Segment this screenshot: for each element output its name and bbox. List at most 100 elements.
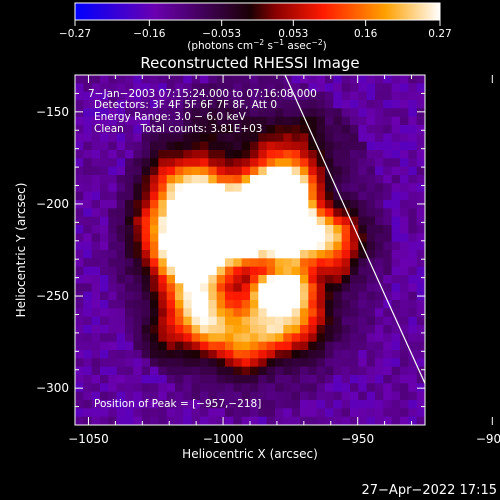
heatmap-cell — [341, 358, 351, 368]
heatmap-cell — [308, 366, 318, 376]
heatmap-cell — [283, 225, 293, 234]
heatmap-cell — [175, 308, 184, 318]
heatmap-cell — [141, 308, 151, 318]
heatmap-cell — [141, 141, 151, 151]
heatmap-cell — [241, 200, 251, 209]
heatmap-cell — [275, 233, 284, 243]
x-tick-label: −1000 — [203, 432, 244, 446]
heatmap-cell — [108, 75, 118, 84]
heatmap-cell — [133, 366, 143, 376]
heatmap-cell — [316, 233, 326, 243]
heatmap-cell — [83, 291, 93, 301]
heatmap-cell — [275, 375, 284, 384]
heatmap-cell — [258, 216, 268, 226]
heatmap-cell — [291, 341, 301, 351]
heatmap-cell — [133, 300, 143, 309]
heatmap-cell — [250, 408, 259, 418]
heatmap-cell — [308, 175, 318, 184]
heatmap-cell — [341, 283, 351, 293]
heatmap-cell — [250, 241, 259, 251]
heatmap-cell — [358, 350, 368, 359]
heatmap-cell — [100, 400, 109, 409]
heatmap-cell — [375, 116, 384, 126]
heatmap-cell — [75, 275, 84, 284]
heatmap-cell — [291, 200, 301, 209]
heatmap-cell — [366, 258, 376, 268]
heatmap-cell — [141, 91, 151, 101]
heatmap-cell — [400, 400, 409, 409]
heatmap-cell — [291, 250, 301, 259]
heatmap-cell — [116, 250, 126, 259]
heatmap-cell — [75, 158, 84, 168]
heatmap-cell — [283, 283, 293, 293]
heatmap-cell — [375, 175, 384, 184]
heatmap-cell — [333, 358, 343, 368]
heatmap-cell — [400, 75, 409, 84]
heatmap-cell — [291, 291, 301, 301]
heatmap-cell — [266, 175, 276, 184]
heatmap-cell — [241, 233, 251, 243]
heatmap-cell — [250, 225, 259, 234]
heatmap-cell — [258, 133, 268, 143]
heatmap-cell — [83, 266, 93, 276]
heatmap-cell — [166, 341, 176, 351]
heatmap-cell — [400, 200, 409, 209]
heatmap-cell — [291, 141, 301, 151]
heatmap-cell — [241, 125, 251, 134]
heatmap-cell — [308, 250, 318, 259]
heatmap-cell — [341, 316, 351, 326]
heatmap-cell — [200, 208, 209, 218]
heatmap-cell — [100, 175, 109, 184]
heatmap-cell — [208, 141, 218, 151]
heatmap-cell — [183, 83, 193, 93]
heatmap-cell — [341, 241, 351, 251]
heatmap-cell — [116, 158, 126, 168]
heatmap-cell — [216, 416, 226, 425]
heatmap-cell — [100, 216, 109, 226]
heatmap-cell — [300, 350, 309, 359]
heatmap-cell — [383, 200, 393, 209]
heatmap-cell — [91, 166, 101, 176]
heatmap-cell — [75, 316, 84, 326]
heatmap-cell — [225, 250, 234, 259]
heatmap-cell — [75, 108, 84, 118]
heatmap-cell — [266, 366, 276, 376]
heatmap-cell — [341, 300, 351, 309]
heatmap-cell — [175, 400, 184, 409]
heatmap-cell — [341, 208, 351, 218]
heatmap-cell — [75, 416, 84, 425]
heatmap-cell — [166, 141, 176, 151]
heatmap-cell — [250, 141, 259, 151]
heatmap-cell — [308, 208, 318, 218]
heatmap-cell — [275, 175, 284, 184]
heatmap-cell — [258, 158, 268, 168]
heatmap-cell — [283, 375, 293, 384]
heatmap-cell — [391, 333, 401, 343]
heatmap-cell — [158, 308, 168, 318]
heatmap-cell — [358, 291, 368, 301]
heatmap-cell — [83, 391, 93, 401]
heatmap-cell — [308, 391, 318, 401]
heatmap-cell — [233, 416, 243, 425]
heatmap-cell — [233, 275, 243, 284]
heatmap-cell — [150, 358, 159, 368]
heatmap-cell — [325, 358, 334, 368]
heatmap-cell — [241, 100, 251, 109]
heatmap-cell — [200, 275, 209, 284]
heatmap-cell — [150, 91, 159, 101]
heatmap-cell — [275, 416, 284, 425]
heatmap-cell — [375, 400, 384, 409]
heatmap-cell — [108, 150, 118, 159]
heatmap-cell — [266, 125, 276, 134]
heatmap-cell — [300, 200, 309, 209]
heatmap-cell — [358, 116, 368, 126]
heatmap-cell — [241, 400, 251, 409]
heatmap-cell — [341, 100, 351, 109]
heatmap-cell — [375, 208, 384, 218]
heatmap-cell — [233, 375, 243, 384]
heatmap-cell — [208, 158, 218, 168]
heatmap-cell — [108, 200, 118, 209]
heatmap-cell — [291, 183, 301, 193]
heatmap-cell — [291, 108, 301, 118]
heatmap-cell — [216, 233, 226, 243]
